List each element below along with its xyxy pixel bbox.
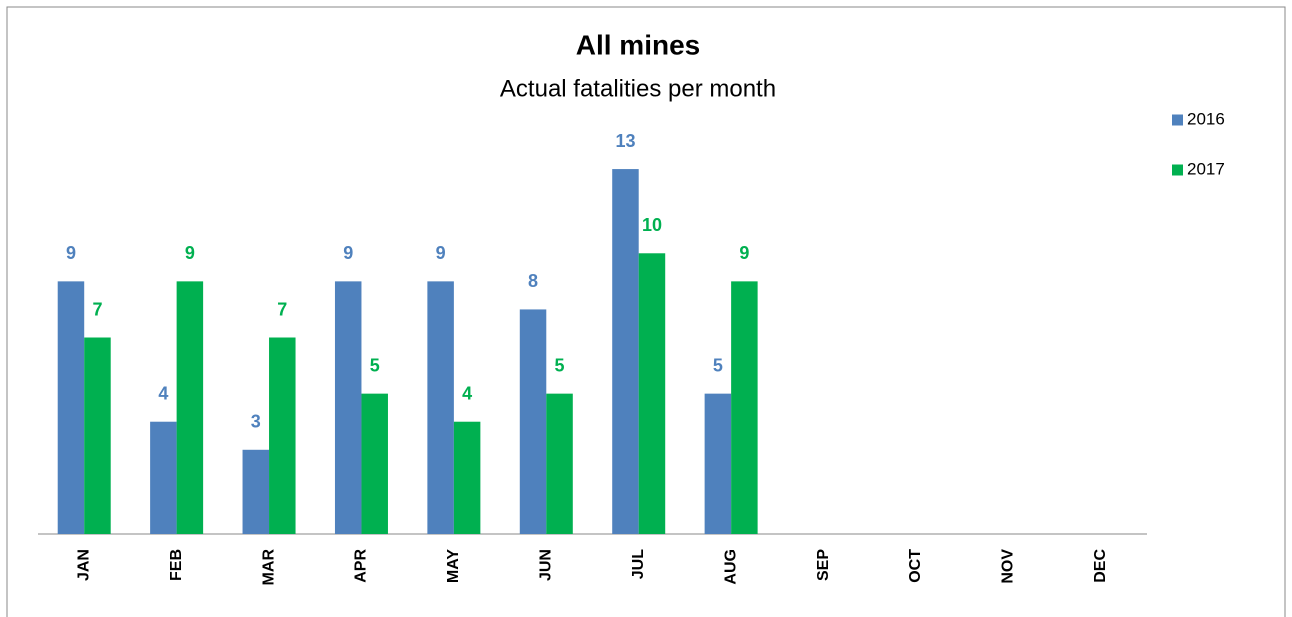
bar [176,281,204,534]
bar [427,281,454,534]
bar [612,169,639,535]
data-label: 9 [185,243,195,263]
legend-label: 2017 [1187,159,1225,178]
bar [704,393,732,534]
legend-label: 2016 [1187,109,1225,128]
x-tick-label: APR [353,549,370,583]
legend-swatch [1172,114,1183,126]
bar [731,281,758,534]
x-tick-label: MAY [445,549,462,583]
x-tick-label: NOV [1000,549,1017,584]
data-label: 9 [739,243,749,263]
x-tick-label: AUG [722,549,739,585]
data-label: 5 [713,355,723,375]
data-label: 8 [528,271,538,291]
bar [57,281,85,534]
data-label: 5 [555,355,565,375]
x-tick-label: DEC [1092,549,1109,583]
x-tick-label: OCT [907,549,924,583]
x-tick-label: JUL [630,549,647,579]
data-label: 4 [462,383,472,403]
bar [519,309,547,534]
bar [150,421,177,534]
x-tick-label: JAN [75,549,92,581]
x-tick-label: SEP [815,549,832,581]
data-label: 4 [158,383,168,403]
data-label: 7 [277,299,287,319]
bar [361,393,388,534]
bar [546,393,573,534]
data-label: 9 [66,243,76,263]
bar [84,337,111,534]
chart-frame [6,6,1286,617]
bar [638,253,666,535]
chart-title: All mines [576,29,700,60]
bar [242,449,270,534]
x-tick-label: MAR [260,549,277,586]
data-label: 5 [370,355,380,375]
x-tick-label: FEB [168,549,185,581]
data-label: 10 [642,215,662,235]
data-label: 13 [615,131,635,151]
data-label: 9 [343,243,353,263]
bar [269,337,296,534]
chart-subtitle: Actual fatalities per month [500,75,776,102]
legend-swatch [1172,164,1183,176]
x-tick-label: JUN [538,549,555,581]
data-label: 9 [436,243,446,263]
bar [453,421,481,534]
bar [334,281,362,534]
data-label: 3 [251,412,261,432]
data-label: 7 [92,299,102,319]
